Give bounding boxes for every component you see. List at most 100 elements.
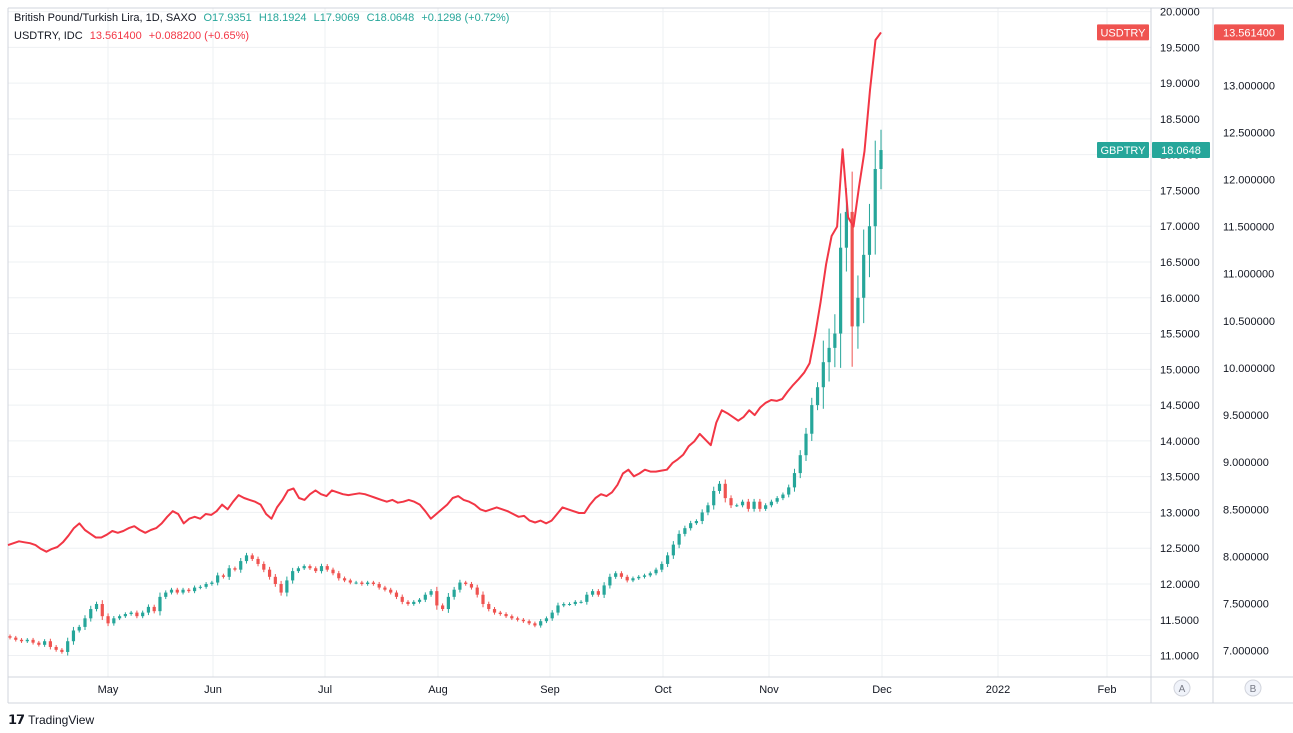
candle-body [314,568,318,572]
candle-body [700,512,704,522]
candle-body [539,621,543,626]
gbptry-legend-close: C18.0648 [366,12,415,24]
candle-body [389,589,393,593]
usdtry-legend-last: 13.561400 [89,30,142,42]
candle-body [527,621,531,624]
usdtry-price-badge: 13.561400 [1223,27,1275,39]
x-tick-label: Aug [428,684,448,696]
axis-b-tick-label: 9.500000 [1223,410,1269,422]
candle-body [464,582,468,584]
candle-body [579,601,583,603]
price-axis-a[interactable]: 20.000019.500019.000018.500018.000017.50… [1160,7,1200,663]
candle-body [342,578,347,581]
candle-body [233,568,237,570]
candle-body [366,582,370,584]
price-badges: USDTRY 13.561400 GBPTRY 18.0648 [1097,24,1284,159]
usdtry-series-badge-bg [1097,24,1149,41]
candle-body [844,211,848,248]
candle-body [204,583,208,587]
axis-a-button [1173,679,1191,697]
candle-body [556,605,560,613]
candle-body [319,566,324,572]
candle-body [71,630,76,642]
candle-body [752,501,756,509]
axis-a-tick-label: 18.5000 [1160,114,1200,126]
candle-body [492,609,497,613]
time-axis[interactable]: May Jun Jul Aug Sep Oct Nov Dec 2022 Feb A B [98,679,1262,697]
candle-body [810,405,814,434]
candle-body [879,150,883,169]
candle-body [562,604,566,606]
tradingview-logo-icon: 𝟭𝟳 [8,712,25,727]
tradingview-logo[interactable]: 𝟭𝟳 TradingView [8,712,94,728]
candle-body [325,566,329,570]
candle-body [412,601,416,605]
candle-body [348,580,352,583]
grid [7,7,1293,704]
candle-body [671,544,675,556]
candle-body [642,575,647,577]
candle-body [441,605,445,610]
candle-body [723,483,727,499]
axis-a-tick-label: 12.0000 [1160,579,1200,591]
x-tick-label: Sep [540,684,560,696]
candle-body [291,571,295,581]
candle-body [487,604,491,610]
candle-body [8,636,12,638]
axis-a-tick-label: 16.0000 [1160,293,1200,305]
candle-body [423,594,427,600]
candle-body [521,619,525,622]
candle-body [164,592,168,597]
gbptry-legend-name: British Pound/Turkish Lira, 1D, SAXO [14,12,197,24]
axis-a-tick-label: 14.5000 [1160,400,1200,412]
candle-body [850,211,854,327]
candle-body [677,533,681,545]
candle-body [862,254,866,298]
candle-body [394,592,399,597]
candle-body [746,501,750,509]
candle-body [66,641,70,652]
candle-body [216,575,220,583]
candle-body [54,646,58,650]
candle-body [112,618,116,624]
candle-body [683,528,687,534]
axis-a-tick-label: 13.5000 [1160,472,1200,484]
axis-a-tick-label: 15.5000 [1160,329,1200,341]
axis-a-tick-label: 20.0000 [1160,7,1200,19]
candle-body [83,618,87,627]
candle-body [135,612,139,617]
candle-body [31,639,35,643]
candle-body [221,575,226,577]
candle-body [637,576,641,579]
candle-body [712,490,716,506]
candle-body [25,639,29,642]
candle-body [158,596,162,612]
x-tick-label: May [98,684,119,696]
candle-body [585,594,589,602]
gbptry-legend: British Pound/Turkish Lira, 1D, SAXO O17… [14,12,513,24]
axis-b-tick-label: 13.000000 [1223,80,1275,92]
price-axis-b[interactable]: 13.000000 12.500000 12.000000 11.500000 11.0… [1223,80,1275,657]
axis-b-tick-label: 10.500000 [1223,316,1275,328]
candle-body [19,639,24,642]
axis-a-tick-label: 12.5000 [1160,543,1200,555]
gbptry-series-badge-bg [1097,142,1149,159]
candle-body [48,641,52,647]
candle-body [654,569,658,574]
candle-body [833,333,837,348]
x-tick-label: 2022 [986,684,1010,696]
axis-a-tick-label: 17.5000 [1160,185,1200,197]
candle-body [469,583,474,588]
candle-body [331,569,335,574]
candle-body [689,523,693,529]
candle-body [273,576,277,584]
candle-body [792,473,797,488]
axis-b-label: B [1250,684,1257,695]
candle-body [735,505,739,507]
usdtry-legend: USDTRY, IDC 13.561400 +0.088200 (+0.65%) [14,30,253,42]
candle-body [117,616,122,619]
candle-body [602,585,606,595]
candle-body [244,555,249,562]
axis-a-tick-label: 14.0000 [1160,436,1200,448]
